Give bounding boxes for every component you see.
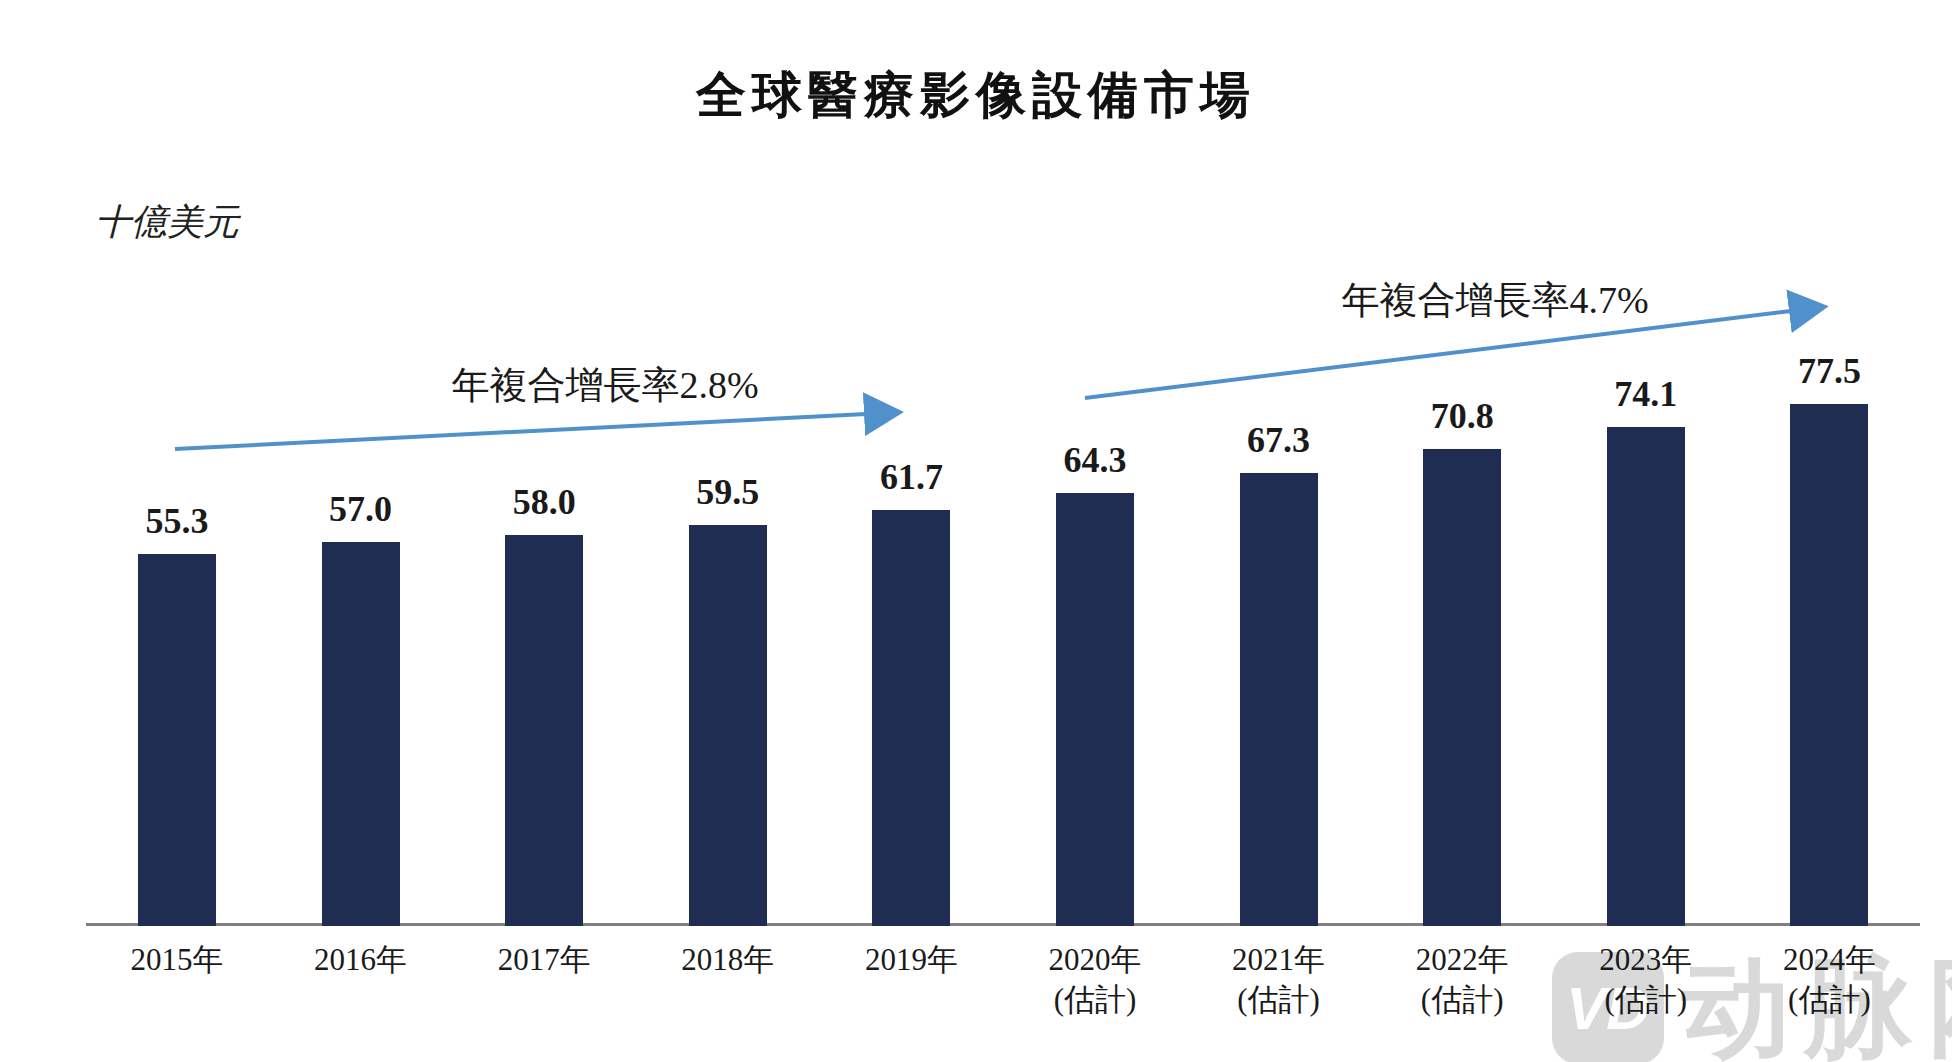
bar-value-label: 67.3 xyxy=(1209,419,1349,461)
x-axis-label: 2019年 xyxy=(819,940,1003,980)
x-axis-label-estimate-note: (估計) xyxy=(1737,980,1921,1020)
chart-figure: 全球醫療影像設備市場 十億美元 年複合增長率2.8% 年複合增長率4.7% VD… xyxy=(0,0,1952,1062)
x-axis-label: 2024年(估計) xyxy=(1737,940,1921,1020)
x-axis-label: 2023年(估計) xyxy=(1554,940,1738,1020)
bar-value-label: 77.5 xyxy=(1759,350,1899,392)
x-axis-label-year: 2021年 xyxy=(1187,940,1371,980)
x-axis-label: 2018年 xyxy=(636,940,820,980)
x-axis-label-year: 2022年 xyxy=(1370,940,1554,980)
bar-value-label: 57.0 xyxy=(291,488,431,530)
bar-value-label: 55.3 xyxy=(107,500,247,542)
x-axis-label-estimate-note: (估計) xyxy=(1187,980,1371,1020)
bar-value-label: 59.5 xyxy=(658,471,798,513)
bar-2017年 xyxy=(505,535,583,926)
x-axis-label-estimate-note: (估計) xyxy=(1370,980,1554,1020)
bar-2022年 xyxy=(1423,449,1501,926)
bar-2019年 xyxy=(872,510,950,926)
x-axis-label-year: 2023年 xyxy=(1554,940,1738,980)
chart-title: 全球醫療影像設備市場 xyxy=(0,62,1952,129)
x-axis-label-year: 2018年 xyxy=(636,940,820,980)
bar-value-label: 70.8 xyxy=(1392,395,1532,437)
x-axis-label: 2016年 xyxy=(269,940,453,980)
x-axis-label-year: 2024年 xyxy=(1737,940,1921,980)
x-axis-label-estimate-note: (估計) xyxy=(1554,980,1738,1020)
bar-2024年 xyxy=(1790,404,1868,926)
x-axis-label-estimate-note: (估計) xyxy=(1003,980,1187,1020)
x-axis-label-year: 2020年 xyxy=(1003,940,1187,980)
y-axis-unit-label: 十億美元 xyxy=(95,198,239,247)
x-axis-label-year: 2016年 xyxy=(269,940,453,980)
bar-2016年 xyxy=(322,542,400,926)
cagr-annotation-2: 年複合增長率4.7% xyxy=(1255,275,1735,326)
x-axis-label: 2022年(估計) xyxy=(1370,940,1554,1020)
bar-2021年 xyxy=(1240,473,1318,926)
x-axis-label: 2015年 xyxy=(85,940,269,980)
bar-2015年 xyxy=(138,554,216,926)
cagr-annotation-1: 年複合增長率2.8% xyxy=(365,360,845,411)
bar-2023年 xyxy=(1607,427,1685,926)
x-axis-label: 2017年 xyxy=(452,940,636,980)
cagr-arrow-2015-2019 xyxy=(175,414,866,449)
x-axis-label-year: 2017年 xyxy=(452,940,636,980)
x-axis-label-year: 2019年 xyxy=(819,940,1003,980)
bar-2020年 xyxy=(1056,493,1134,926)
x-axis-label: 2021年(估計) xyxy=(1187,940,1371,1020)
bar-value-label: 74.1 xyxy=(1576,373,1716,415)
bar-value-label: 64.3 xyxy=(1025,439,1165,481)
x-axis-label: 2020年(估計) xyxy=(1003,940,1187,1020)
x-axis-label-year: 2015年 xyxy=(85,940,269,980)
bar-value-label: 58.0 xyxy=(474,481,614,523)
bar-2018年 xyxy=(689,525,767,926)
bar-value-label: 61.7 xyxy=(841,456,981,498)
